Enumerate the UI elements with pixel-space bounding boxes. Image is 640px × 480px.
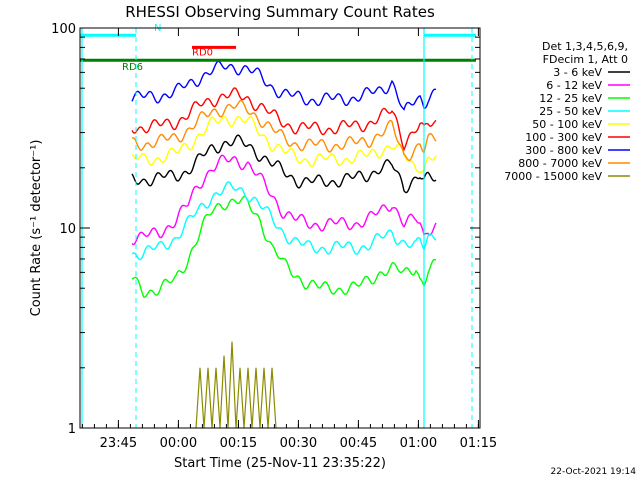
series-6-12-kev-line	[131, 154, 437, 246]
flag-layer: N RD0 RD6	[80, 23, 476, 428]
flag-rd0-label: RD0	[192, 47, 213, 58]
y-tick-label-1: 10	[59, 222, 76, 237]
chart-title: RHESSI Observing Summary Count Rates	[125, 3, 435, 21]
legend-label-4: 50 - 100 keV	[532, 118, 602, 131]
x-tick-label-6: 01:15	[460, 436, 497, 451]
axis-layer: 23:45 00:00 00:15 00:30 00:45 01:00 01:15 1 10 10…	[51, 22, 497, 451]
y-tick-label-0: 1	[68, 422, 76, 437]
x-tick-label-5: 01:00	[400, 436, 437, 451]
series-300-800-kev	[131, 60, 437, 111]
x-axis-label: Start Time (25-Nov-11 23:35:22)	[174, 456, 386, 471]
flag-rd6-label: RD6	[122, 62, 143, 73]
series-100-300-kev-line	[131, 87, 437, 152]
series-25-50-kev-line	[131, 181, 437, 261]
legend-label-8: 7000 - 15000 keV	[504, 170, 602, 183]
legend-label-5: 100 - 300 keV	[525, 131, 602, 144]
flag-n-label: N	[154, 23, 161, 34]
legend-label-0: 3 - 6 keV	[553, 66, 602, 79]
series-12-25-kev-line	[131, 195, 437, 298]
legend-label-1: 6 - 12 keV	[546, 79, 602, 92]
series-100-300-kev	[131, 87, 437, 152]
series-50-100-kev-line	[131, 115, 437, 174]
series-25-50-kev	[131, 181, 437, 261]
series-300-800-kev-line	[131, 60, 437, 111]
x-tick-label-0: 23:45	[100, 436, 137, 451]
legend-header-1: FDecim 1, Att 0	[543, 53, 628, 66]
series-7000-15000-kev-line	[195, 341, 277, 429]
legend: Det 1,3,4,5,6,9,FDecim 1, Att 03 - 6 keV…	[504, 40, 630, 183]
legend-label-2: 12 - 25 keV	[539, 92, 602, 105]
y-tick-label-2: 100	[51, 22, 76, 37]
data-layer	[131, 60, 437, 429]
series-3-6-kev-line	[131, 134, 437, 194]
generation-timestamp: 22-Oct-2021 19:14	[551, 467, 637, 477]
y-axis-label: Count Rate (s⁻¹ detector⁻¹)	[29, 140, 44, 317]
legend-label-7: 800 - 7000 keV	[518, 157, 602, 170]
series-800-7000-kev	[131, 99, 437, 162]
x-tick-label-1: 00:00	[160, 436, 197, 451]
series-6-12-kev	[131, 154, 437, 246]
series-800-7000-kev-line	[131, 99, 437, 162]
legend-header-0: Det 1,3,4,5,6,9,	[542, 40, 628, 53]
series-50-100-kev	[131, 115, 437, 174]
legend-label-3: 25 - 50 keV	[539, 105, 602, 118]
legend-label-6: 300 - 800 keV	[525, 144, 602, 157]
series-3-6-kev	[131, 134, 437, 194]
x-tick-label-3: 00:30	[280, 436, 317, 451]
x-tick-label-2: 00:15	[220, 436, 257, 451]
x-tick-label-4: 00:45	[340, 436, 377, 451]
series-7000-15000-kev	[195, 341, 277, 429]
series-12-25-kev	[131, 195, 437, 298]
